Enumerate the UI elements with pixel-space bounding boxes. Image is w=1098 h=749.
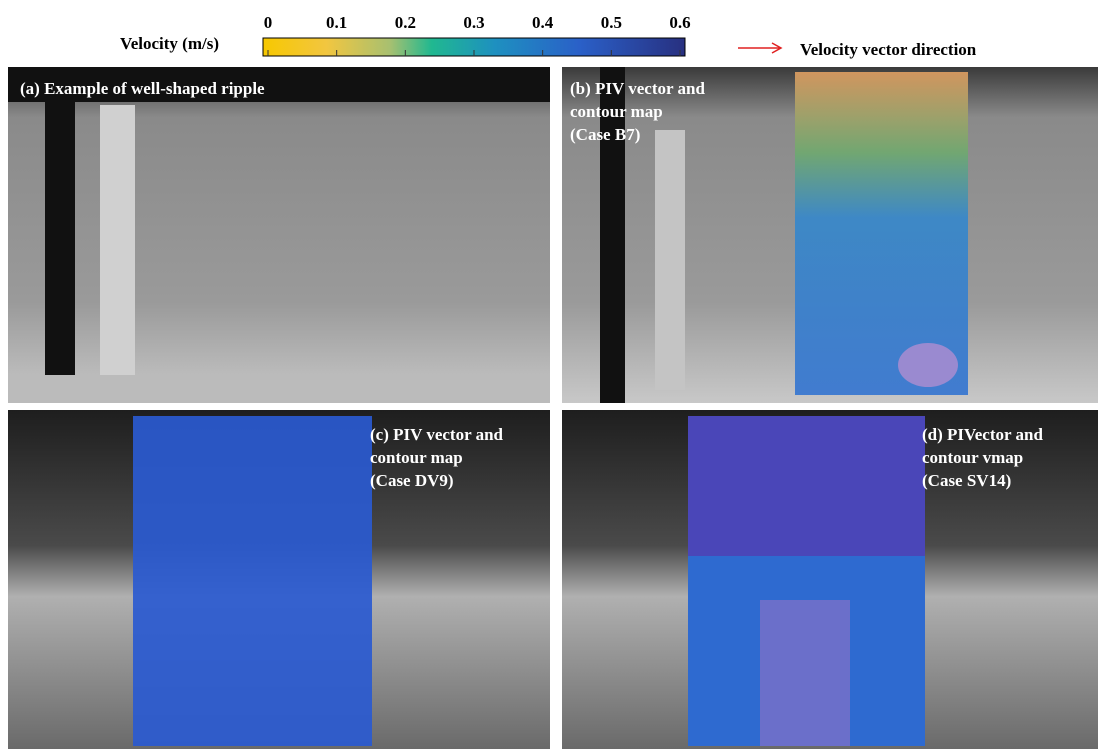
- piv-overlay: [133, 416, 372, 746]
- panel-label: (Case DV9): [370, 471, 454, 490]
- photo-ripples: [8, 375, 550, 403]
- photo-edge: [45, 100, 75, 403]
- photo-post: [100, 105, 135, 375]
- photo-post: [655, 130, 685, 390]
- piv-overlay-patch: [898, 343, 958, 387]
- colorbar-tick-label: 0.6: [669, 13, 690, 32]
- colorbar-label: Velocity (m/s): [120, 34, 219, 53]
- figure: Velocity (m/s) 0 0.1 0.2 0.3 0.4 0.5 0.6 Veloc…: [0, 0, 1098, 749]
- colorbar-tick-label: 0.1: [326, 13, 347, 32]
- colorbar-tick-label: 0: [264, 13, 273, 32]
- panel-label: contour map: [370, 448, 463, 467]
- photo: [8, 67, 550, 403]
- panel-label: (d) PIVector and: [922, 425, 1043, 444]
- piv-overlay: [688, 416, 925, 556]
- colorbar-tick-label: 0.3: [463, 13, 484, 32]
- colorbar-tick-label: 0.4: [532, 13, 554, 32]
- panel-label: (b) PIV vector and: [570, 79, 705, 98]
- colorbar-tick-label: 0.5: [601, 13, 622, 32]
- panel-label: (a) Example of well-shaped ripple: [20, 79, 265, 98]
- legend-text: Velocity vector direction: [800, 40, 977, 59]
- piv-overlay-patch: [760, 600, 850, 746]
- panel-label: contour map: [570, 102, 663, 121]
- colorbar-tick-label: 0.2: [395, 13, 416, 32]
- panel-label: (c) PIV vector and: [370, 425, 504, 444]
- panel-label: contour vmap: [922, 448, 1023, 467]
- panel-label: (Case SV14): [922, 471, 1011, 490]
- panel-label: (Case B7): [570, 125, 640, 144]
